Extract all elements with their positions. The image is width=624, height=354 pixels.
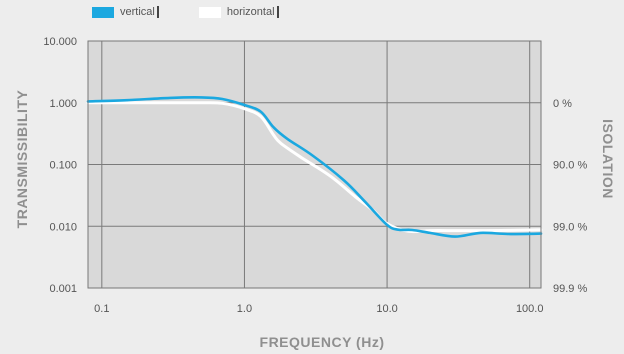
legend-item-horizontal: horizontal bbox=[198, 6, 279, 18]
y-tick-label-right: 90.0 % bbox=[553, 160, 587, 172]
y-tick-label-left: 10.000 bbox=[43, 36, 77, 48]
legend-item-vertical: vertical bbox=[92, 6, 159, 18]
legend-swatch-horizontal bbox=[198, 6, 221, 18]
y-tick-label-right: 99.9 % bbox=[553, 283, 587, 295]
legend: vertical horizontal bbox=[92, 6, 279, 18]
x-tick-label: 100.0 bbox=[516, 303, 544, 315]
y-axis-title-left: TRANSMISSIBILITY bbox=[14, 89, 30, 229]
legend-swatch-vertical bbox=[92, 6, 114, 18]
legend-label-horizontal: horizontal bbox=[227, 6, 279, 18]
y-tick-label-left: 0.100 bbox=[49, 160, 77, 172]
series-layer bbox=[86, 96, 543, 238]
y-axis-title-right: ISOLATION bbox=[600, 119, 616, 199]
y-tick-label-left: 1.000 bbox=[49, 98, 77, 110]
y-tick-label-left: 0.001 bbox=[49, 283, 77, 295]
tick-labels: 0.1 1.0 10.0 100.0 10.000 1.000 0.100 0.010 0.00… bbox=[43, 36, 587, 315]
x-axis-title: FREQUENCY (Hz) bbox=[259, 334, 385, 350]
x-tick-label: 1.0 bbox=[237, 303, 252, 315]
series-line-vertical bbox=[86, 96, 543, 238]
series-line-horizontal bbox=[86, 101, 543, 234]
y-tick-label-right: 0 % bbox=[553, 98, 572, 110]
x-tick-label: 10.0 bbox=[376, 303, 397, 315]
legend-label-vertical: vertical bbox=[120, 6, 159, 18]
x-tick-label: 0.1 bbox=[94, 303, 109, 315]
plot-frame bbox=[87, 40, 542, 289]
y-tick-label-right: 99.0 % bbox=[553, 221, 587, 233]
y-tick-label-left: 0.010 bbox=[49, 221, 77, 233]
